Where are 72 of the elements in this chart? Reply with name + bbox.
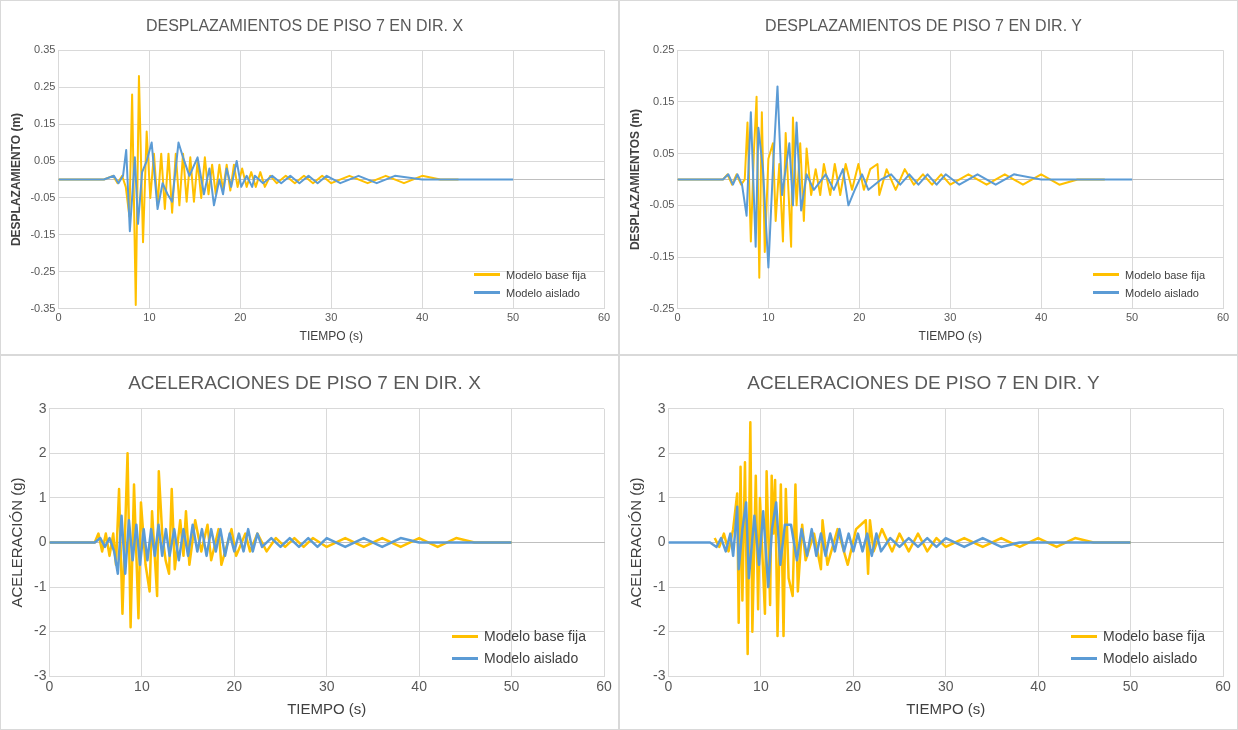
y-tick-label: -2: [34, 622, 47, 639]
y-axis-title: DESPLAZAMIENTO (m): [8, 112, 23, 247]
y-tick-label: 0: [657, 533, 666, 550]
legend-label: Modelo base fija: [506, 268, 587, 281]
x-tick-label: 30: [325, 311, 338, 324]
y-tick-label: 0: [38, 533, 47, 550]
legend-label: Modelo base fija: [1103, 628, 1205, 645]
x-tick-label: 60: [596, 678, 612, 695]
x-tick-label: 20: [853, 311, 866, 324]
legend-label: Modelo aislado: [506, 286, 580, 299]
x-axis-title: TIEMPO (s): [918, 328, 982, 343]
y-axis-title: DESPLAZAMIENTOS (m): [627, 108, 642, 251]
x-tick-label: 40: [1030, 678, 1047, 695]
x-tick-label: 40: [411, 678, 428, 695]
y-tick-label: -2: [653, 622, 666, 639]
y-tick-label: -0.05: [649, 198, 675, 211]
x-tick-label: 50: [503, 678, 520, 695]
y-tick-label: -3: [34, 667, 47, 684]
y-tick-label: 2: [38, 444, 47, 461]
legend-label: Modelo aislado: [1103, 650, 1198, 667]
legend-label: Modelo aislado: [1125, 286, 1199, 299]
y-tick-label: -0.25: [649, 301, 675, 314]
y-tick-label: -0.05: [30, 191, 56, 203]
legend-label: Modelo base fija: [484, 628, 586, 645]
x-tick-label: 30: [937, 678, 954, 695]
x-tick-label: 10: [753, 678, 769, 695]
x-tick-label: 30: [944, 311, 957, 324]
x-tick-label: 30: [318, 678, 335, 695]
x-tick-label: 40: [1035, 311, 1048, 324]
x-axis-title: TIEMPO (s): [906, 700, 986, 718]
y-tick-label: -0.35: [30, 301, 56, 314]
x-tick-label: 50: [1125, 311, 1139, 324]
y-axis-title: ACELERACIÓN (g): [627, 477, 645, 608]
y-tick-label: 0.25: [34, 80, 56, 93]
y-tick-label: -1: [653, 577, 666, 594]
y-axis-title: ACELERACIÓN (g): [8, 477, 26, 608]
y-tick-label: 1: [657, 488, 666, 505]
x-tick-label: 60: [1216, 311, 1230, 324]
x-tick-label: 20: [845, 678, 862, 695]
y-tick-label: -0.15: [649, 250, 675, 263]
x-tick-label: 40: [416, 311, 429, 324]
y-tick-label: 2: [657, 444, 666, 461]
y-tick-label: 0.15: [653, 94, 675, 107]
y-tick-label: -0.15: [30, 227, 56, 240]
chart-title: DESPLAZAMIENTOS DE PISO 7 EN DIR. Y: [765, 17, 1083, 35]
x-tick-label: 10: [134, 678, 150, 695]
legend-label: Modelo aislado: [484, 650, 579, 667]
x-axis-title: TIEMPO (s): [287, 700, 367, 718]
y-tick-label: 0.35: [34, 43, 56, 56]
y-tick-label: 3: [38, 399, 47, 416]
x-tick-label: 50: [1122, 678, 1139, 695]
x-tick-label: 60: [597, 311, 611, 324]
chart-title: DESPLAZAMIENTOS DE PISO 7 EN DIR. X: [145, 17, 464, 35]
y-tick-label: -1: [34, 577, 47, 594]
chart-title: ACELERACIONES DE PISO 7 EN DIR. X: [128, 371, 482, 393]
y-tick-label: 1: [38, 488, 47, 505]
x-axis-title: TIEMPO (s): [299, 328, 363, 343]
x-tick-label: 10: [762, 311, 775, 324]
y-tick-label: 0.05: [653, 146, 675, 159]
x-tick-label: 50: [506, 311, 520, 324]
chart-title: ACELERACIONES DE PISO 7 EN DIR. Y: [747, 371, 1100, 393]
y-tick-label: 3: [657, 399, 666, 416]
x-tick-label: 10: [143, 311, 156, 324]
x-tick-label: 60: [1215, 678, 1231, 695]
y-tick-label: -0.25: [30, 264, 56, 277]
y-tick-label: -3: [653, 667, 666, 684]
x-tick-label: 20: [226, 678, 243, 695]
legend-label: Modelo base fija: [1125, 268, 1206, 281]
y-tick-label: 0.05: [34, 154, 56, 167]
x-tick-label: 20: [234, 311, 247, 324]
y-tick-label: 0.15: [34, 117, 56, 130]
y-tick-label: 0.25: [653, 43, 675, 56]
